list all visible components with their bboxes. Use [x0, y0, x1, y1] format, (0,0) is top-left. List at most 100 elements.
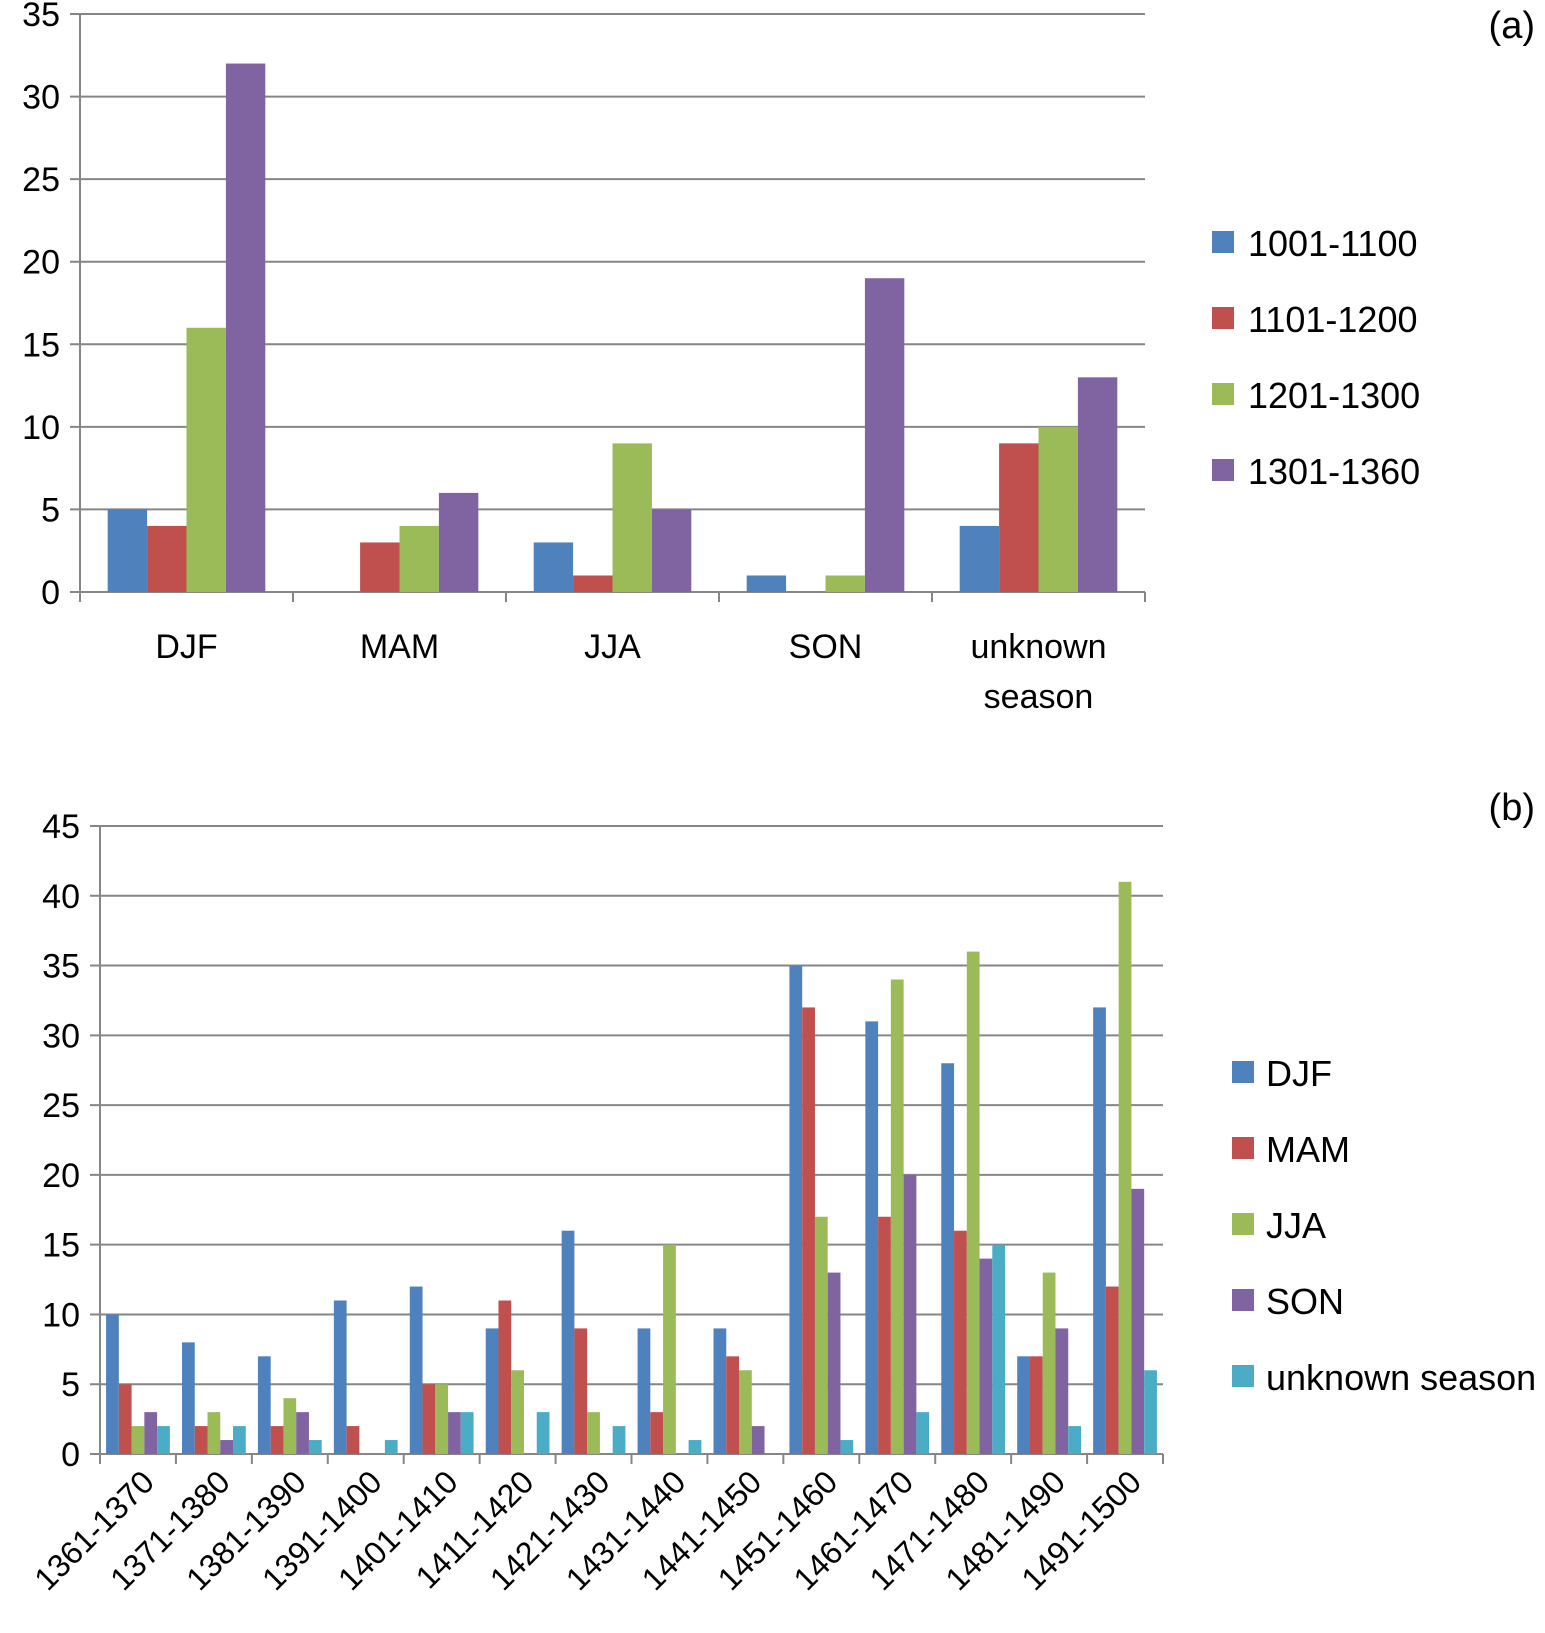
x-tick-label: season [984, 678, 1094, 716]
bar [1093, 1007, 1106, 1454]
x-tick-label: DJF [155, 628, 217, 666]
x-tick-label: JJA [584, 628, 641, 666]
bar [612, 443, 652, 592]
bar [225, 63, 266, 593]
bar [1144, 1370, 1157, 1454]
y-tick-label: 10 [42, 1296, 80, 1334]
bar [878, 1216, 891, 1454]
bar [739, 1370, 752, 1454]
bar [233, 1426, 246, 1454]
panel-label: (b) [1489, 787, 1535, 829]
bar [438, 492, 479, 592]
y-tick-label: 0 [61, 1436, 80, 1474]
y-tick-label: 20 [22, 244, 60, 282]
bar [1105, 1286, 1119, 1454]
bar [979, 1258, 993, 1454]
y-tick-label: 35 [42, 948, 80, 986]
bar [182, 1342, 195, 1454]
bar [825, 575, 865, 592]
bar [220, 1440, 234, 1454]
bar [890, 979, 904, 1454]
bar [498, 1300, 512, 1454]
y-tick-label: 25 [22, 161, 60, 199]
bar [612, 1426, 626, 1454]
bar [663, 1244, 676, 1454]
y-tick-label: 5 [61, 1366, 80, 1404]
bar [966, 951, 980, 1454]
legend-label: DJF [1266, 1053, 1332, 1094]
legend-swatch [1232, 1137, 1254, 1159]
bar [561, 1230, 575, 1454]
legend-swatch [1212, 231, 1234, 253]
chart-panel-a: 0 5 10 15 20 25 30 35 DJF MAM JJA SON unknown season 1… [22, 0, 1535, 716]
bar [1118, 881, 1132, 1454]
y-tick-label: 15 [42, 1227, 80, 1265]
bar [399, 525, 439, 592]
bar [573, 575, 613, 592]
bar [106, 1314, 119, 1454]
bar [1055, 1328, 1069, 1454]
y-tick-label: 40 [42, 878, 80, 916]
bar [637, 1328, 651, 1454]
bar [485, 1328, 499, 1454]
bar [789, 965, 803, 1454]
y-tick-label: 20 [42, 1157, 80, 1195]
bar [194, 1426, 208, 1454]
bar [536, 1412, 550, 1454]
legend-swatch [1232, 1289, 1254, 1311]
chart-panel-b: 0510152025303540451361-13701371-13801381… [27, 787, 1536, 1597]
bar [131, 1426, 145, 1454]
bar [409, 1286, 423, 1454]
bar [346, 1426, 360, 1454]
y-tick-label: 5 [41, 491, 60, 529]
y-tick-label: 15 [22, 326, 60, 364]
bar [1042, 1272, 1056, 1454]
x-tick-label: SON [789, 628, 863, 666]
legend-swatch [1232, 1061, 1254, 1083]
bar [941, 1063, 955, 1454]
bar [308, 1440, 322, 1454]
x-tick-label: MAM [360, 628, 439, 666]
legend-swatch [1212, 459, 1234, 481]
bar [147, 525, 187, 592]
bar [650, 1412, 664, 1454]
bar [422, 1384, 436, 1454]
bar [903, 1174, 917, 1454]
bar [1131, 1188, 1145, 1454]
bar [713, 1328, 727, 1454]
bar [257, 1356, 271, 1454]
bar [460, 1412, 474, 1454]
bar [802, 1007, 815, 1454]
bar [296, 1412, 309, 1454]
bar [384, 1440, 398, 1454]
panel-label: (a) [1489, 5, 1535, 47]
bar [587, 1412, 600, 1454]
y-tick-label: 30 [42, 1017, 80, 1055]
bar [207, 1412, 221, 1454]
bar [916, 1412, 930, 1454]
y-tick-label: 35 [22, 0, 60, 34]
bar [283, 1398, 297, 1454]
bar [186, 327, 226, 592]
bar [118, 1384, 132, 1454]
bar [746, 575, 787, 592]
legend-label: unknown season [1266, 1357, 1536, 1398]
bar [448, 1412, 461, 1454]
legend-label: 1201-1300 [1248, 375, 1420, 416]
bar [959, 525, 1000, 592]
bar [651, 509, 692, 592]
y-tick-label: 30 [22, 79, 60, 117]
bar [1068, 1426, 1081, 1454]
legend-label: 1301-1360 [1248, 451, 1420, 492]
bar [107, 509, 148, 592]
bar [333, 1300, 347, 1454]
legend-swatch [1232, 1365, 1254, 1387]
legend-swatch [1212, 307, 1234, 329]
bar [954, 1230, 967, 1454]
y-tick-label: 45 [42, 808, 80, 846]
bar [157, 1426, 170, 1454]
bar [1077, 377, 1118, 592]
bar [533, 542, 574, 592]
bar [688, 1440, 702, 1454]
bar [726, 1356, 740, 1454]
